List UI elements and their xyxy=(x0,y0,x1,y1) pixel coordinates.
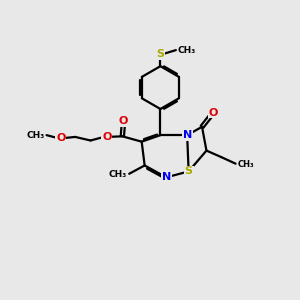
Text: CH₃: CH₃ xyxy=(109,170,127,179)
Text: O: O xyxy=(208,108,218,118)
Text: N: N xyxy=(182,130,192,140)
Text: O: O xyxy=(102,132,112,142)
Text: CH₃: CH₃ xyxy=(237,160,254,169)
Text: N: N xyxy=(162,172,171,182)
Text: S: S xyxy=(184,167,193,176)
Text: O: O xyxy=(56,133,65,143)
Text: CH₃: CH₃ xyxy=(177,46,195,55)
Text: O: O xyxy=(119,116,128,126)
Text: S: S xyxy=(156,49,164,59)
Text: CH₃: CH₃ xyxy=(26,130,45,140)
